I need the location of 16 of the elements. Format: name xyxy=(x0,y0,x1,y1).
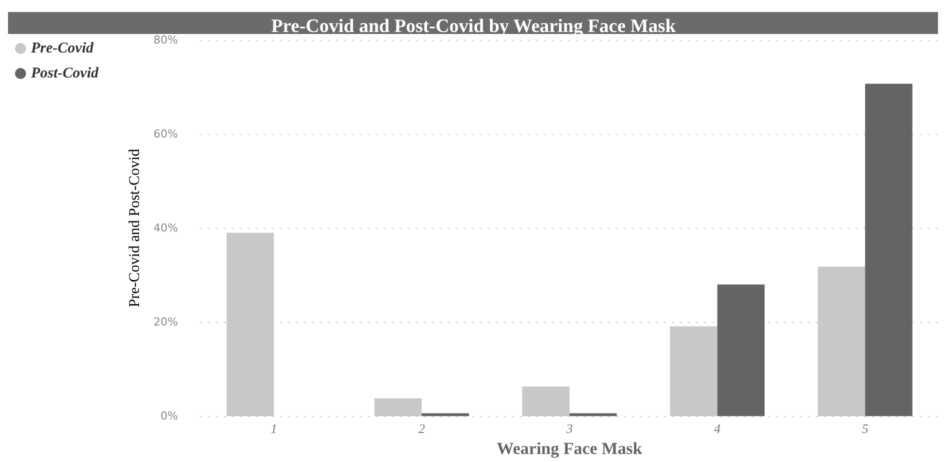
y-tick-label: 80% xyxy=(154,34,178,46)
legend-label: Pre-Covid xyxy=(31,40,94,56)
x-tick-label: 5 xyxy=(862,421,869,436)
bar xyxy=(717,284,765,416)
x-axis-title: Wearing Face Mask xyxy=(496,439,643,458)
y-tick-label: 40% xyxy=(154,222,178,235)
x-tick-label: 4 xyxy=(714,421,722,436)
x-tick-label: 2 xyxy=(418,421,426,436)
bar xyxy=(865,84,912,416)
y-tick-label: 60% xyxy=(154,128,178,141)
y-tick-label: 0% xyxy=(160,410,178,423)
legend-label: Post-Covid xyxy=(31,66,99,82)
y-tick-label: 20% xyxy=(154,316,178,329)
x-tick-label: 1 xyxy=(270,421,278,436)
y-axis-title: Pre-Covid and Post-Covid xyxy=(127,148,144,308)
x-tick-label: 3 xyxy=(565,421,574,436)
